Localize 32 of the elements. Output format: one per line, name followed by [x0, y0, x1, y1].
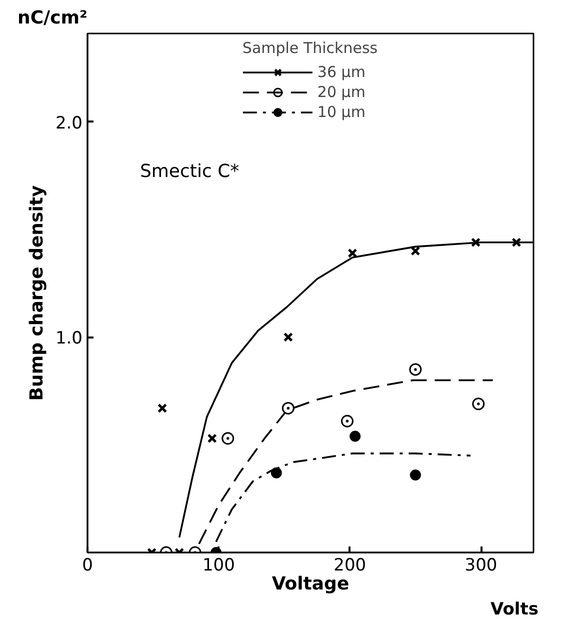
line-series [198, 379, 494, 545]
point [207, 434, 217, 444]
y-tick-label: 1.0 [55, 328, 83, 349]
point [283, 332, 293, 342]
text: nC/cm² [18, 8, 88, 28]
x-tick-label: 200 [334, 556, 366, 576]
legend-label: 36 µm [317, 63, 366, 81]
legend-title: Sample Thickness [242, 39, 378, 57]
point [350, 430, 361, 442]
point [282, 402, 294, 414]
point [348, 248, 358, 258]
legend-label: 20 µm [317, 83, 366, 101]
point [270, 467, 282, 478]
x-tick-label: 0 [82, 556, 93, 576]
y-tick-label: 2.0 [55, 113, 83, 134]
y-axis-title: Bump charge density [26, 185, 48, 401]
point [472, 398, 485, 410]
x-tick-label: 300 [464, 556, 498, 576]
point [340, 414, 354, 428]
point [157, 403, 168, 413]
annotation: Smectic C* [140, 161, 240, 182]
x-tick-label: 100 [202, 556, 235, 576]
x-axis-title: Voltage [272, 574, 350, 594]
line-series [215, 452, 472, 543]
point [470, 238, 481, 248]
point [409, 363, 422, 376]
legend-label: 10 µm [317, 103, 366, 121]
point [222, 432, 234, 445]
point [410, 246, 420, 256]
text: Volts [490, 600, 539, 619]
point [410, 469, 421, 480]
point [512, 238, 522, 248]
